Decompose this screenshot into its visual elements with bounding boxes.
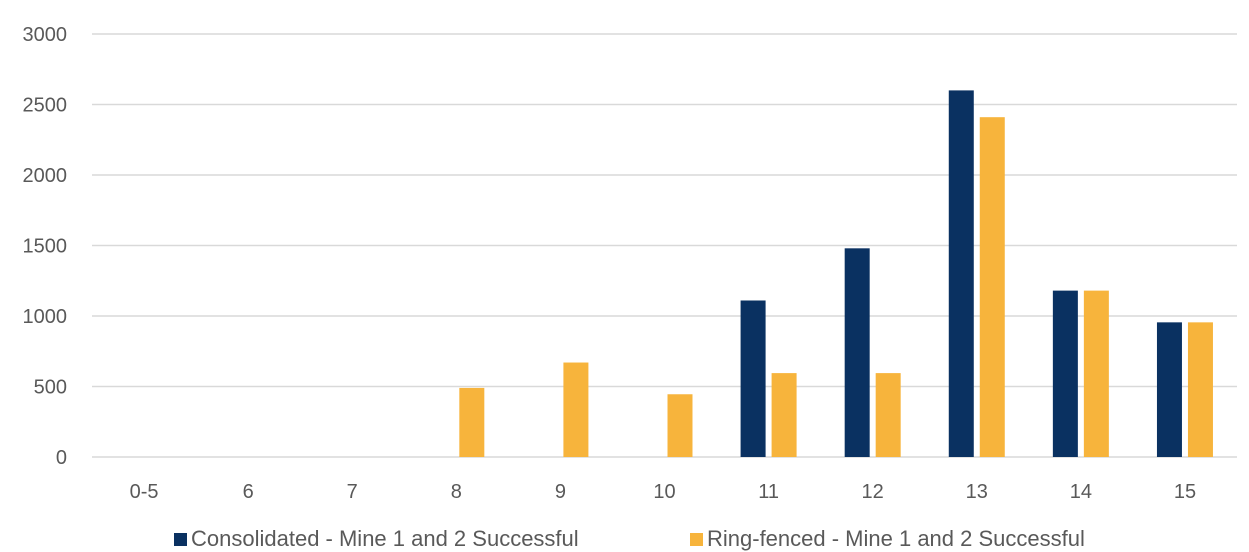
x-tick-label: 15: [1174, 481, 1196, 503]
bar-series2-12: [875, 373, 901, 457]
y-axis-ticks: 0 500 1000 1500 2000 2500 3000: [23, 24, 68, 469]
x-tick-label: 12: [862, 481, 884, 503]
y-tick-label: 1000: [23, 306, 68, 328]
bar-series1-12: [844, 248, 870, 457]
x-tick-label: 9: [555, 481, 566, 503]
y-tick-label: 3000: [23, 24, 68, 46]
legend-label: Consolidated - Mine 1 and 2 Successful: [191, 526, 579, 551]
y-tick-label: 500: [34, 377, 67, 399]
bar-series1-13: [948, 90, 974, 458]
bar-series1-14: [1052, 290, 1078, 457]
legend-item-1: Consolidated - Mine 1 and 2 Successful: [174, 526, 579, 551]
legend-label: Ring-fenced - Mine 1 and 2 Successful: [707, 526, 1085, 551]
y-tick-label: 2000: [23, 165, 68, 187]
x-tick-label: 11: [758, 481, 779, 503]
y-tick-label: 2500: [23, 95, 68, 117]
bars: [459, 90, 1213, 458]
x-tick-label: 10: [653, 481, 675, 503]
bar-series2-13: [979, 117, 1005, 457]
legend-swatch: [174, 533, 187, 546]
legend-swatch: [690, 533, 703, 546]
x-tick-label: 8: [451, 481, 462, 503]
gridlines: [92, 33, 1237, 458]
x-tick-label: 13: [966, 481, 988, 503]
bar-series2-15: [1187, 322, 1213, 457]
legend: Consolidated - Mine 1 and 2 Successful Ri…: [174, 526, 1085, 551]
bar-series2-14: [1083, 290, 1109, 457]
legend-item-2: Ring-fenced - Mine 1 and 2 Successful: [690, 526, 1085, 551]
bar-series2-8: [459, 387, 485, 457]
x-tick-label: 7: [347, 481, 358, 503]
x-tick-label: 14: [1070, 481, 1092, 503]
x-axis-ticks: 0-5 6 7 8 9 10 11 12 13 14 15: [130, 481, 1196, 503]
y-tick-label: 0: [56, 447, 67, 469]
y-tick-label: 1500: [23, 236, 68, 258]
bar-series2-10: [667, 394, 693, 457]
bar-series2-9: [563, 362, 589, 457]
x-tick-label: 0-5: [130, 481, 159, 503]
bar-series1-15: [1156, 322, 1182, 457]
bar-series2-11: [771, 373, 797, 457]
x-tick-label: 6: [243, 481, 254, 503]
bar-series1-11: [740, 300, 766, 457]
